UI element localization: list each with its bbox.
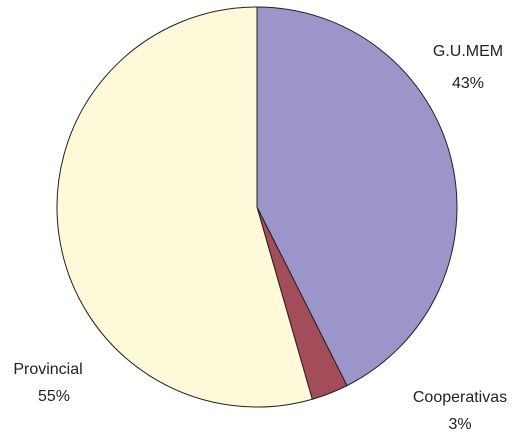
slice-label: Provincial bbox=[13, 361, 82, 378]
slice-value-label: 43% bbox=[452, 75, 484, 92]
slice-label: G.U.MEM bbox=[433, 43, 503, 60]
slice-value-label: 3% bbox=[448, 416, 471, 433]
slice-label: Cooperativas bbox=[413, 389, 507, 406]
pie-slice bbox=[56, 6, 313, 408]
slice-value-label: 55% bbox=[38, 388, 70, 405]
pie-slice bbox=[256, 6, 458, 387]
